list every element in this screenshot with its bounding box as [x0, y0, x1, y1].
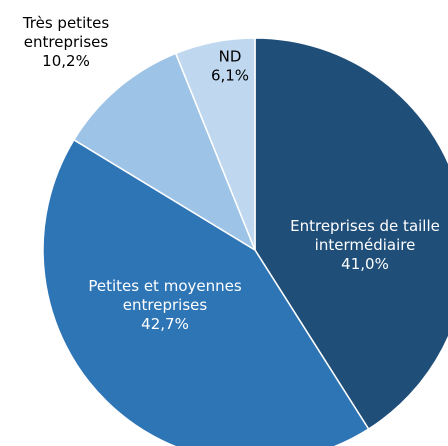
pie-slice — [72, 52, 257, 252]
pie-slice — [254, 37, 448, 431]
slice-label: Petites et moyennes entreprises 42,7% — [88, 277, 241, 333]
value-label: 41,0% — [341, 255, 389, 273]
value-label: 42,7% — [141, 315, 189, 333]
category-label: entreprises — [24, 33, 109, 51]
value-label: 10,2% — [42, 52, 90, 70]
pie-slice — [174, 37, 256, 251]
category-label: Très petites — [22, 14, 110, 32]
slice-label: Très petites entreprises 10,2% — [22, 14, 110, 70]
category-label: entreprises — [123, 296, 208, 314]
slice-label: ND 6,1% — [211, 47, 249, 84]
category-label: ND — [219, 47, 242, 65]
category-label: Entreprises de taille — [290, 217, 440, 235]
category-label: intermédiaire — [315, 236, 416, 254]
slice-label: Entreprises de taille intermédiaire 41,0% — [290, 217, 440, 273]
category-label: Petites et moyennes — [88, 277, 241, 295]
pie-slice — [42, 138, 370, 446]
value-label: 6,1% — [211, 66, 249, 84]
